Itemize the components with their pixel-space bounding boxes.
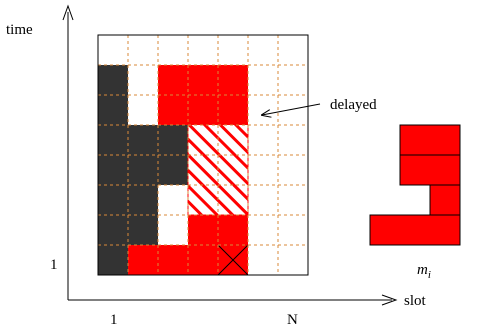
delayed-arrow [262, 103, 321, 115]
x-tick-label-end: N [287, 312, 298, 328]
m-i-stack [369, 124, 461, 246]
delayed-label: delayed [330, 97, 377, 113]
m-i-label-sub: i [428, 269, 431, 281]
m-i-label: mi [417, 262, 431, 281]
y-tick-label: 1 [50, 257, 58, 273]
x-tick-label-start: 1 [110, 312, 118, 328]
grid-lines [98, 35, 308, 275]
crossed-cell [217, 244, 249, 276]
grid-frame [97, 34, 309, 276]
y-axis-arrowhead [62, 4, 74, 21]
m-i-label-base: m [417, 262, 428, 278]
x-axis-arrowhead [381, 294, 398, 306]
x-axis-label: slot [404, 293, 427, 309]
y-axis-label: time [6, 22, 33, 38]
